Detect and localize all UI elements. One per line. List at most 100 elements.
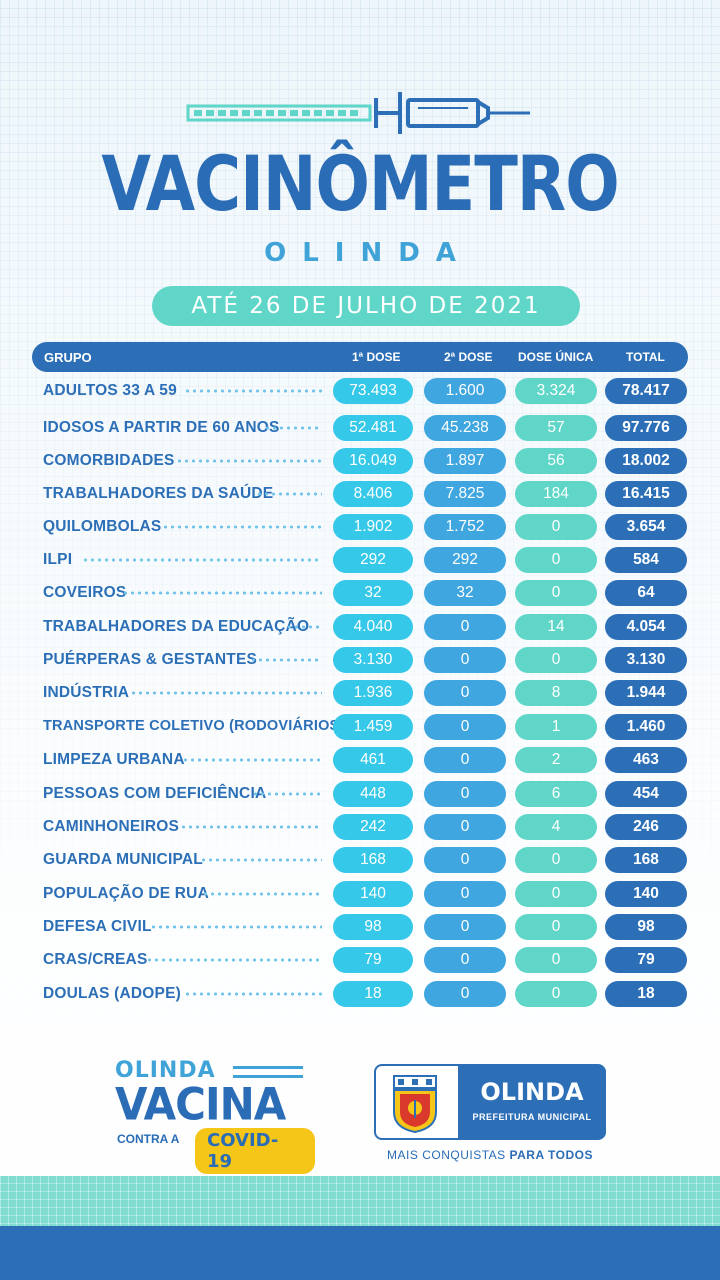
page-subtitle: OLINDA bbox=[264, 238, 472, 268]
cell-single-dose: 1 bbox=[515, 714, 597, 740]
cell-total: 97.776 bbox=[605, 415, 687, 441]
cell-total: 1.944 bbox=[605, 680, 687, 706]
cell-total: 463 bbox=[605, 747, 687, 773]
city-subtitle: PREFEITURA MUNICIPAL bbox=[472, 1112, 592, 1122]
cell-single-dose: 6 bbox=[515, 781, 597, 807]
table-row: INDÚSTRIA 1.936 0 8 1.944 bbox=[0, 680, 720, 706]
cell-dose2: 0 bbox=[424, 614, 506, 640]
row-group-label: IDOSOS A PARTIR DE 60 ANOS bbox=[43, 419, 280, 436]
cell-total: 18.002 bbox=[605, 448, 687, 474]
cell-dose2: 0 bbox=[424, 981, 506, 1007]
cell-total: 4.054 bbox=[605, 614, 687, 640]
row-group-label: CAMINHONEIROS bbox=[43, 818, 180, 835]
column-header-total: TOTAL bbox=[626, 350, 665, 364]
cell-dose1: 79 bbox=[333, 947, 413, 973]
cell-single-dose: 0 bbox=[515, 647, 597, 673]
row-group-label: GUARDA MUNICIPAL bbox=[43, 851, 203, 868]
olinda-name-box: OLINDA PREFEITURA MUNICIPAL bbox=[458, 1066, 606, 1138]
cell-total: 246 bbox=[605, 814, 687, 840]
table-row: COMORBIDADES 16.049 1.897 56 18.002 bbox=[0, 448, 720, 474]
row-group-label: ILPI bbox=[43, 551, 73, 568]
row-group-label: COVEIROS bbox=[43, 584, 127, 601]
cell-dose2: 0 bbox=[424, 881, 506, 907]
table-row: PESSOAS COM DEFICIÊNCIA 448 0 6 454 bbox=[0, 781, 720, 807]
table-row: TRABALHADORES DA EDUCAÇÃO 4.040 0 14 4.0… bbox=[0, 614, 720, 640]
cell-dose1: 73.493 bbox=[333, 378, 413, 404]
footer-pattern-band bbox=[0, 1176, 720, 1226]
cell-dose1: 18 bbox=[333, 981, 413, 1007]
column-header-dose1: 1ª DOSE bbox=[352, 350, 401, 364]
cell-single-dose: 0 bbox=[515, 881, 597, 907]
row-group-label: LIMPEZA URBANA bbox=[43, 751, 185, 768]
dot-leader bbox=[122, 586, 322, 600]
cell-dose1: 4.040 bbox=[333, 614, 413, 640]
row-group-label: DEFESA CIVIL bbox=[43, 918, 152, 935]
cell-dose1: 168 bbox=[333, 847, 413, 873]
cell-single-dose: 3.324 bbox=[515, 378, 597, 404]
row-group-label: TRANSPORTE COLETIVO (RODOVIÁRIOS) bbox=[43, 718, 345, 734]
row-group-label: CRAS/CREAS bbox=[43, 951, 148, 968]
dot-leader bbox=[82, 553, 322, 567]
cell-dose2: 45.238 bbox=[424, 415, 506, 441]
cell-total: 1.460 bbox=[605, 714, 687, 740]
cell-dose2: 32 bbox=[424, 580, 506, 606]
cell-dose1: 461 bbox=[333, 747, 413, 773]
cell-single-dose: 0 bbox=[515, 580, 597, 606]
dot-leader bbox=[182, 753, 322, 767]
campaign-logo-lines bbox=[233, 1066, 303, 1078]
cell-dose1: 292 bbox=[333, 547, 413, 573]
cell-dose2: 0 bbox=[424, 647, 506, 673]
date-badge: ATÉ 26 DE JULHO DE 2021 bbox=[152, 286, 580, 326]
cell-dose1: 16.049 bbox=[333, 448, 413, 474]
cell-total: 140 bbox=[605, 881, 687, 907]
cell-total: 3.654 bbox=[605, 514, 687, 540]
cell-dose1: 1.936 bbox=[333, 680, 413, 706]
cell-single-dose: 0 bbox=[515, 547, 597, 573]
row-group-label: TRABALHADORES DA EDUCAÇÃO bbox=[43, 618, 310, 635]
cell-total: 454 bbox=[605, 781, 687, 807]
column-header-single-dose: DOSE ÚNICA bbox=[518, 350, 594, 364]
row-group-label: PESSOAS COM DEFICIÊNCIA bbox=[43, 785, 267, 802]
cell-single-dose: 8 bbox=[515, 680, 597, 706]
cell-total: 584 bbox=[605, 547, 687, 573]
cell-dose2: 0 bbox=[424, 747, 506, 773]
slogan: MAIS CONQUISTAS PARA TODOS bbox=[374, 1148, 606, 1162]
cell-single-dose: 0 bbox=[515, 914, 597, 940]
footer-blue-band bbox=[0, 1226, 720, 1280]
table-row: PUÉRPERAS & GESTANTES 3.130 0 0 3.130 bbox=[0, 647, 720, 673]
cell-single-dose: 14 bbox=[515, 614, 597, 640]
dot-leader bbox=[176, 454, 322, 468]
cell-dose1: 1.902 bbox=[333, 514, 413, 540]
table-row: CAMINHONEIROS 242 0 4 246 bbox=[0, 814, 720, 840]
cell-total: 79 bbox=[605, 947, 687, 973]
cell-dose2: 0 bbox=[424, 947, 506, 973]
cell-dose2: 0 bbox=[424, 714, 506, 740]
cell-dose2: 1.600 bbox=[424, 378, 506, 404]
table-row: TRANSPORTE COLETIVO (RODOVIÁRIOS) 1.459 … bbox=[0, 714, 720, 740]
dot-leader bbox=[286, 620, 322, 634]
table-row: QUILOMBOLAS 1.902 1.752 0 3.654 bbox=[0, 514, 720, 540]
campaign-logo-line1: OLINDA bbox=[115, 1058, 216, 1083]
table-row: IDOSOS A PARTIR DE 60 ANOS 52.481 45.238… bbox=[0, 415, 720, 441]
cell-dose2: 7.825 bbox=[424, 481, 506, 507]
cell-dose2: 0 bbox=[424, 914, 506, 940]
prefeitura-logo: OLINDA PREFEITURA MUNICIPAL bbox=[374, 1064, 606, 1140]
cell-single-dose: 184 bbox=[515, 481, 597, 507]
cell-single-dose: 0 bbox=[515, 947, 597, 973]
row-group-label: PUÉRPERAS & GESTANTES bbox=[43, 651, 258, 668]
dot-leader bbox=[250, 653, 322, 667]
cell-total: 78.417 bbox=[605, 378, 687, 404]
cell-total: 168 bbox=[605, 847, 687, 873]
dot-leader bbox=[256, 487, 322, 501]
cell-dose1: 1.459 bbox=[333, 714, 413, 740]
table-row: DEFESA CIVIL 98 0 0 98 bbox=[0, 914, 720, 940]
row-group-label: POPULAÇÃO DE RUA bbox=[43, 885, 209, 902]
dot-leader bbox=[146, 953, 322, 967]
cell-dose1: 242 bbox=[333, 814, 413, 840]
slogan-prefix: MAIS CONQUISTAS bbox=[387, 1148, 510, 1162]
cell-total: 98 bbox=[605, 914, 687, 940]
column-header-dose2: 2ª DOSE bbox=[444, 350, 493, 364]
cell-single-dose: 0 bbox=[515, 847, 597, 873]
cell-single-dose: 4 bbox=[515, 814, 597, 840]
row-group-label: COMORBIDADES bbox=[43, 452, 175, 469]
